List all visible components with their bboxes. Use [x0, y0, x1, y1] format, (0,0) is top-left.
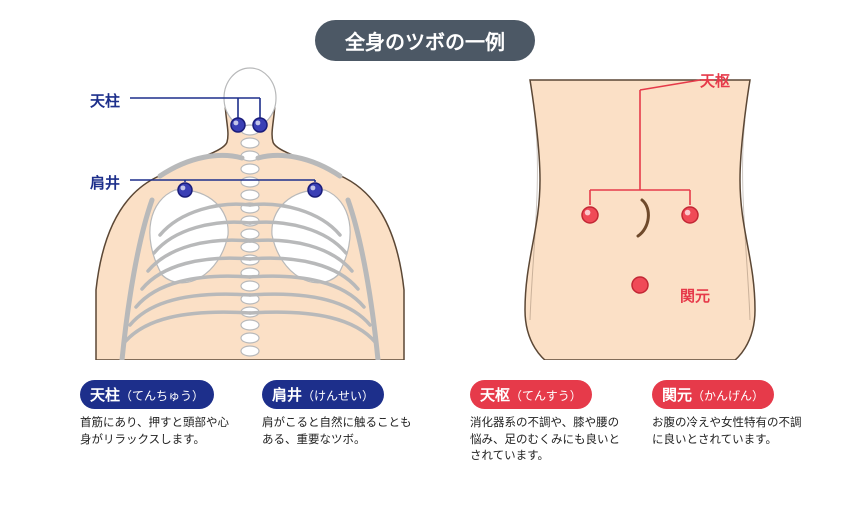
label-tenchu: 天柱: [90, 90, 120, 111]
desc-tensu-text: 消化器系の不調や、膝や腰の悩み、足のむくみにも良いとされています。: [470, 415, 628, 465]
label-tensu: 天枢: [700, 70, 730, 91]
figure-skeleton: 天柱 肩井: [80, 60, 420, 360]
pill-kensei-name: 肩井: [272, 387, 302, 404]
pill-tensu-name: 天枢: [480, 387, 510, 404]
pill-tenchu: 天柱（てんちゅう）: [80, 380, 214, 409]
pill-kensei: 肩井（けんせい）: [262, 380, 384, 409]
pill-kangen: 関元（かんげん）: [652, 380, 774, 409]
desc-kangen: 関元（かんげん） お腹の冷えや女性特有の不調に良いとされています。: [652, 380, 810, 465]
desc-kangen-text: お腹の冷えや女性特有の不調に良いとされています。: [652, 415, 810, 448]
pill-kangen-name: 関元: [662, 387, 692, 404]
desc-kensei: 肩井（けんせい） 肩がこると自然に触ることもある、重要なツボ。: [262, 380, 420, 448]
desc-tenchu: 天柱（てんちゅう） 首筋にあり、押すと頭部や心身がリラックスします。: [80, 380, 238, 448]
abdomen-svg: [470, 60, 810, 360]
label-kensei: 肩井: [90, 172, 120, 193]
figure-abdomen: 天枢 関元: [470, 60, 810, 360]
diagram-title: 全身のツボの一例: [315, 20, 535, 61]
desc-row-right: 天枢（てんすう） 消化器系の不調や、膝や腰の悩み、足のむくみにも良いとされていま…: [470, 380, 810, 465]
pill-tenchu-reading: （てんちゅう）: [120, 389, 204, 403]
pill-kensei-reading: （けんせい）: [302, 389, 374, 403]
point-kangen: [632, 277, 648, 293]
pill-kangen-reading: （かんげん）: [692, 389, 764, 403]
pill-tensu: 天枢（てんすう）: [470, 380, 592, 409]
skeleton-svg: [80, 60, 420, 360]
pill-tensu-reading: （てんすう）: [510, 389, 582, 403]
pill-tenchu-name: 天柱: [90, 387, 120, 404]
label-kangen: 関元: [680, 285, 710, 306]
desc-kensei-text: 肩がこると自然に触ることもある、重要なツボ。: [262, 415, 420, 448]
desc-tensu: 天枢（てんすう） 消化器系の不調や、膝や腰の悩み、足のむくみにも良いとされていま…: [470, 380, 628, 465]
desc-tenchu-text: 首筋にあり、押すと頭部や心身がリラックスします。: [80, 415, 238, 448]
desc-row-left: 天柱（てんちゅう） 首筋にあり、押すと頭部や心身がリラックスします。 肩井（けん…: [80, 380, 420, 448]
